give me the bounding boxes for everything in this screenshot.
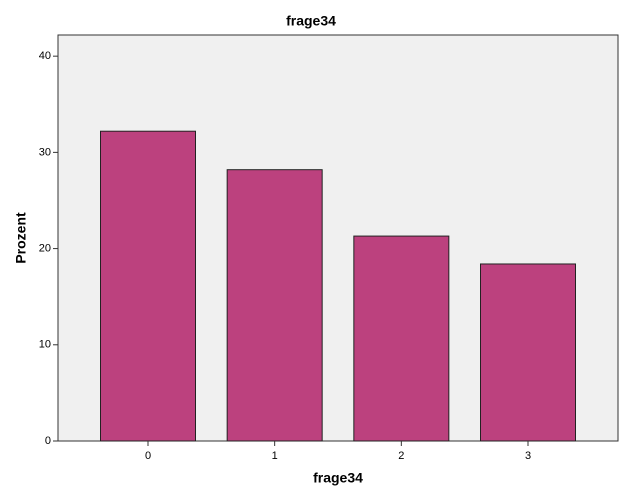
bar [100, 130, 196, 442]
x-tick-label: 2 [398, 450, 404, 462]
x-tick-label: 3 [525, 450, 531, 462]
x-axis-label: frage34 [313, 470, 363, 486]
chart-title: frage34 [286, 13, 336, 29]
bar [353, 235, 450, 442]
y-tick-label: 20 [39, 242, 51, 254]
y-axis-label: Prozent [13, 212, 29, 264]
y-tick-label: 0 [45, 435, 51, 447]
x-tick-label: 1 [272, 450, 278, 462]
y-tick-label: 10 [39, 339, 51, 351]
bar [480, 263, 576, 442]
y-tick-label: 30 [39, 146, 51, 158]
y-tick-label: 40 [39, 50, 51, 62]
x-tick-label: 0 [145, 450, 151, 462]
bar [226, 169, 323, 442]
